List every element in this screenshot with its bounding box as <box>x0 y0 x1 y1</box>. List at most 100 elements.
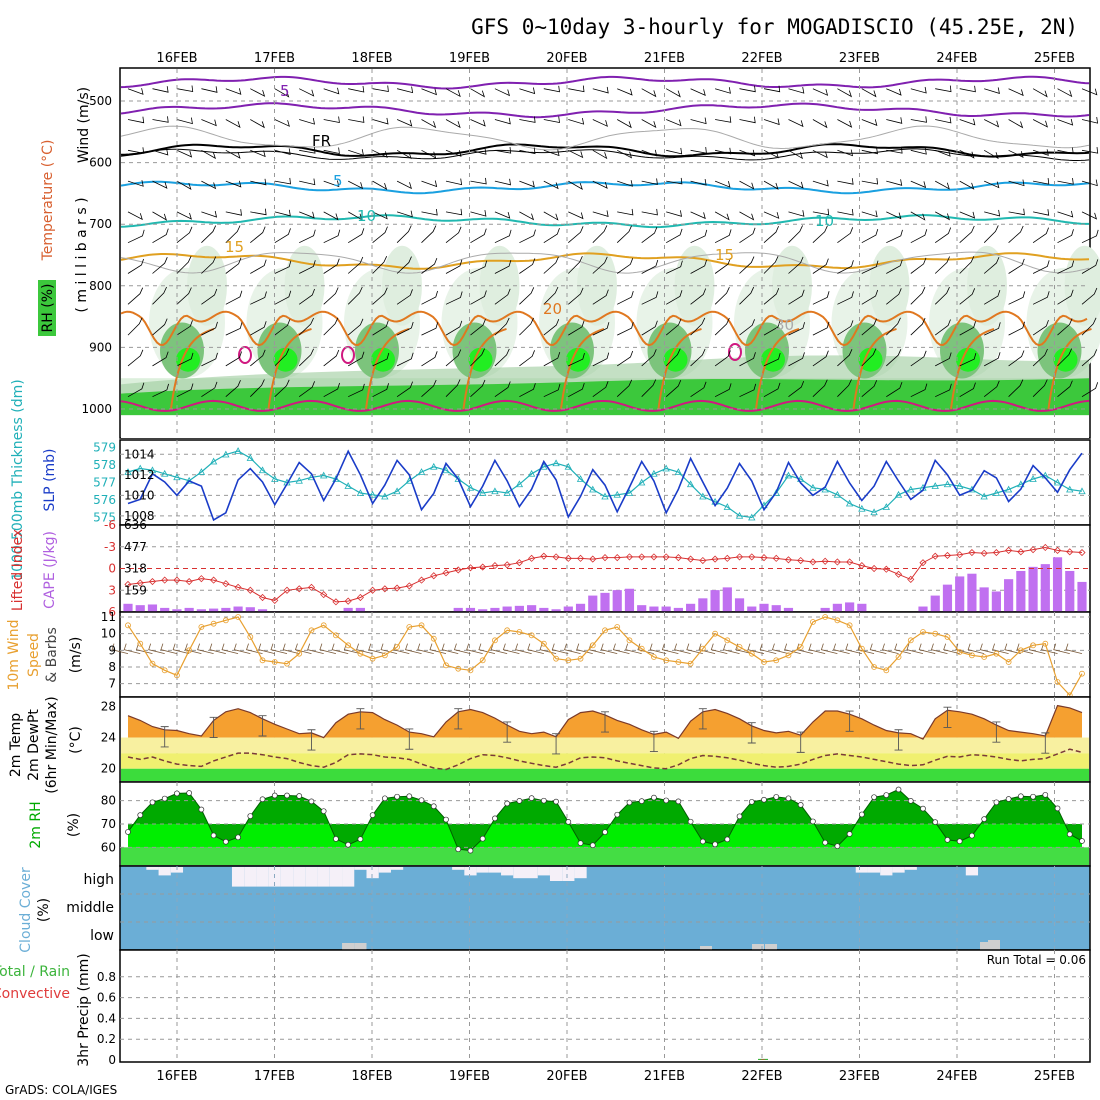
wind-barb <box>176 211 192 220</box>
wind-barb <box>127 88 144 95</box>
wind-barb <box>690 259 707 274</box>
wind-barb <box>421 379 437 397</box>
cloud-panel: high middle low <box>66 865 1091 951</box>
wind-barb <box>788 225 803 243</box>
wind-barb <box>543 383 561 398</box>
wind10-barb <box>992 643 1009 655</box>
wind10-barb <box>686 643 703 655</box>
wind-barb <box>298 317 314 336</box>
wind-barb <box>886 117 903 124</box>
cape-bar <box>135 605 145 612</box>
thickness-point <box>1053 478 1062 486</box>
wind-barb <box>1008 379 1024 397</box>
wind-barb <box>1057 88 1073 98</box>
wind-barb <box>1057 178 1074 185</box>
thickness-point <box>173 473 181 481</box>
wind-barb <box>763 149 779 159</box>
thickness-point <box>931 482 939 489</box>
rh-point <box>969 832 975 839</box>
wind-barb <box>519 87 536 95</box>
wind-barb <box>886 349 902 367</box>
contour-10 <box>120 214 1089 229</box>
wind-speed-point <box>626 637 633 644</box>
cloud-high-gap <box>452 867 465 870</box>
wind-barb <box>1008 291 1026 305</box>
wind-barbs-label: & Barbs <box>44 627 60 683</box>
thickness-point <box>907 485 915 493</box>
rh-point <box>161 795 168 802</box>
wind-barb <box>1057 147 1074 155</box>
rh-point <box>895 786 902 793</box>
li-point <box>809 558 817 566</box>
contour-label: 10 <box>815 212 834 230</box>
wind-barb <box>225 322 243 336</box>
li-point <box>528 554 536 562</box>
wind-barb <box>470 260 488 274</box>
wind-barb <box>543 351 561 367</box>
wind-barb <box>934 319 951 336</box>
li-point <box>210 576 218 584</box>
thickness-point <box>833 490 842 498</box>
wind-barb <box>494 211 511 219</box>
wind-barb <box>201 288 218 305</box>
thickness-point <box>625 489 634 496</box>
wind-barb <box>592 256 608 274</box>
wind-barb <box>812 119 828 129</box>
wind-barb <box>519 211 535 221</box>
li-point <box>356 593 364 602</box>
precip-units-label: 3hr Precip (mm) <box>76 953 92 1066</box>
wind10-barb <box>307 643 324 655</box>
rh-base <box>121 847 1089 865</box>
wind-barb <box>666 88 681 98</box>
wind-barb <box>470 88 486 98</box>
wind-barb <box>714 87 731 94</box>
date-label-top: 25FEB <box>1034 51 1075 66</box>
wind-speed-point <box>565 657 572 664</box>
wind-barb <box>886 259 903 274</box>
wind-barb <box>299 88 315 97</box>
wind10-barb <box>172 643 190 655</box>
wind-barb <box>935 85 952 93</box>
thickness-point <box>393 487 401 495</box>
cloud-high-gap <box>305 867 318 887</box>
wind-barb <box>616 379 633 397</box>
cape-bar <box>820 607 830 612</box>
wind10-barb <box>490 643 508 655</box>
cape-bar <box>575 603 586 612</box>
temp-minmax-bar <box>552 733 561 755</box>
wind10-barb <box>967 643 985 655</box>
wind-barb <box>543 256 559 274</box>
wind-barb <box>837 149 854 157</box>
wind-barb <box>984 119 1000 128</box>
wind-barb <box>1081 229 1099 244</box>
wind-barb <box>861 318 877 336</box>
cloud-high-gap <box>231 867 245 887</box>
date-label-bottom: 25FEB <box>1034 1069 1075 1084</box>
wind-barb <box>788 256 804 274</box>
rh-point <box>761 796 767 803</box>
rh-point <box>333 836 339 842</box>
wind-barb <box>347 318 364 336</box>
wind-barb <box>1008 208 1025 216</box>
wind10-barb <box>649 643 667 655</box>
rh-point <box>369 812 376 818</box>
rh-point <box>907 798 914 804</box>
wind-barb <box>1032 88 1048 98</box>
li-point <box>968 548 976 557</box>
wind10-barb <box>368 643 385 655</box>
rh-point <box>418 797 425 804</box>
wind-barb <box>617 149 633 159</box>
wind-barb <box>763 256 779 274</box>
wind10-barb <box>674 643 691 655</box>
wind-barb <box>861 289 879 305</box>
wind-speed-point <box>687 660 694 667</box>
temp2m-panel: 28 24 20 <box>101 696 1091 783</box>
wind-barb <box>250 208 267 216</box>
wind-barb <box>568 287 584 305</box>
wind10-barb <box>820 643 838 655</box>
wind-barb <box>739 352 756 367</box>
cape-bar <box>771 605 781 612</box>
wind-barb <box>641 208 658 216</box>
wind10-barb <box>625 643 642 655</box>
wind-barb <box>470 290 487 305</box>
